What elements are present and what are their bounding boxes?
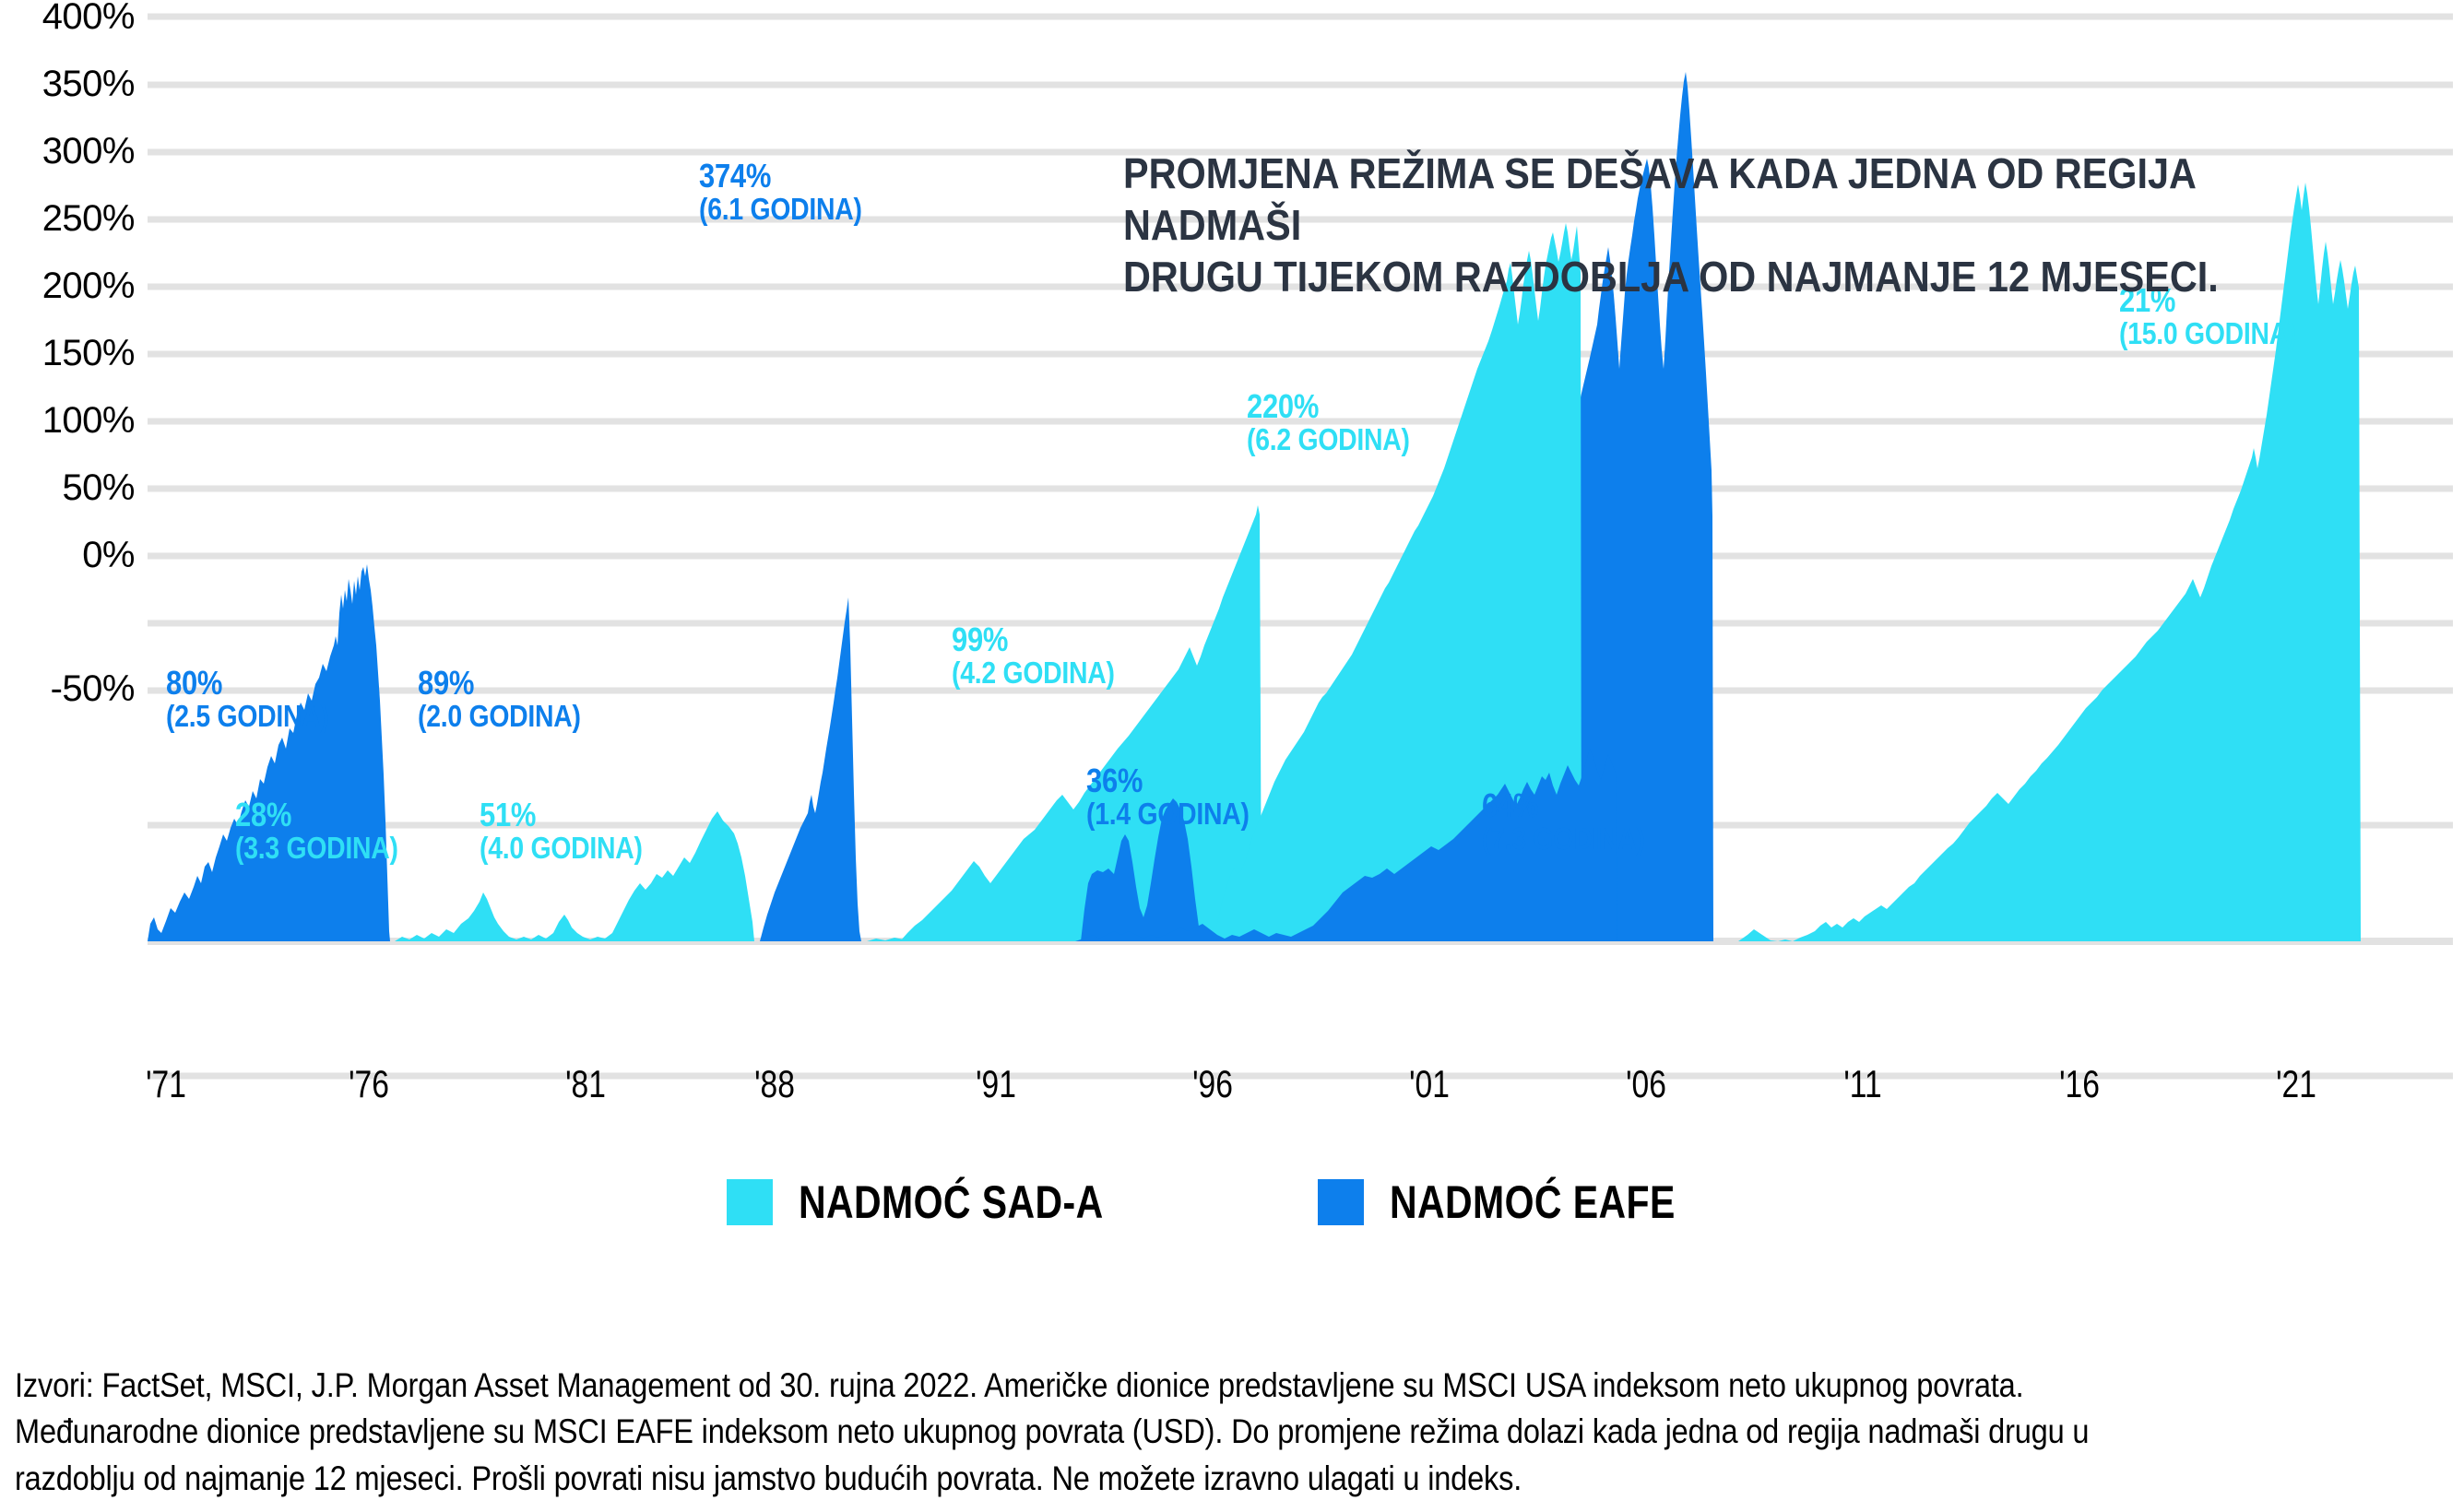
- regime-annotation: 374% (6.1 GODINA): [699, 159, 888, 225]
- annotation-peak: 28%: [235, 796, 292, 833]
- annotation-peak: 21%: [2119, 281, 2176, 319]
- area-eafe-1971: [148, 564, 390, 941]
- regime-annotation: 80% (2.5 GODINA): [166, 666, 355, 732]
- legend-swatch-eafe-icon: [1317, 1179, 1364, 1225]
- annotation-peak: 374%: [699, 157, 772, 195]
- chart-headline: PROMJENA REŽIMA SE DEŠAVA KADA JEDNA OD …: [1123, 148, 2219, 302]
- regime-annotation: 21% (15.0 GODINA): [2119, 283, 2325, 349]
- y-axis-tick: 200%: [41, 266, 136, 306]
- x-axis-tick: '01: [1409, 1062, 1450, 1105]
- annotation-peak: 99%: [952, 620, 1009, 658]
- area-eafe-2002: [1075, 749, 1617, 941]
- y-axis-tick: 350%: [41, 64, 136, 104]
- annotation-peak: 80%: [166, 664, 223, 702]
- regime-annotation: 28% (3.3 GODINA): [235, 797, 424, 864]
- area-eafe-1977: [760, 597, 861, 941]
- annotation-duration: (4.2 GODINA): [952, 655, 1115, 690]
- x-axis-tick: '71: [146, 1062, 186, 1105]
- area-us-1990: [900, 505, 1262, 941]
- annotation-peak: 89%: [418, 664, 475, 702]
- x-axis-tick: '91: [976, 1062, 1016, 1105]
- annotation-duration: (2.0 GODINA): [418, 698, 581, 733]
- annotation-duration: (4.0 GODINA): [480, 830, 643, 865]
- y-axis-tick: -50%: [50, 668, 136, 709]
- legend-label-us: NADMOĆ SAD-A: [798, 1176, 1104, 1228]
- headline-line-1: PROMJENA REŽIMA SE DEŠAVA KADA JEDNA OD …: [1123, 149, 2196, 250]
- regime-annotation: 36% (1.4 GODINA): [1086, 763, 1275, 830]
- area-us-2009: [1738, 183, 2361, 941]
- y-axis-tick: 150%: [41, 333, 136, 373]
- regime-annotation: 99% (4.2 GODINA): [952, 622, 1141, 689]
- x-axis-tick: '88: [754, 1062, 795, 1105]
- chart-legend: NADMOĆ SAD-A NADMOĆ EAFE: [0, 1175, 2464, 1229]
- regime-annotation: 220% (6.2 GODINA): [1247, 389, 1436, 455]
- annotation-duration: (1.4 GODINA): [1086, 796, 1250, 831]
- annotation-peak: 220%: [1247, 387, 1320, 425]
- area-us-1996: [1210, 223, 1581, 941]
- y-axis-tick: 0%: [82, 535, 135, 575]
- area-eafe-1994: [1081, 798, 1201, 941]
- regime-annotation: 51% (4.0 GODINA): [480, 797, 669, 864]
- headline-line-2: DRUGU TIJEKOM RAZDOBLJA OD NAJMANJE 12 M…: [1123, 253, 2219, 301]
- x-axis-tick: '16: [2059, 1062, 2100, 1105]
- annotation-peak: 36%: [1086, 762, 1143, 799]
- x-axis-tick: '06: [1626, 1062, 1666, 1105]
- regime-area-chart: [148, 13, 2453, 1080]
- y-axis-tick: 300%: [41, 131, 136, 171]
- annotation-peak: 64%: [1482, 786, 1539, 824]
- annotation-duration: (6.2 GODINA): [1247, 421, 1410, 456]
- annotation-duration: (2.5 GODINA): [166, 698, 329, 733]
- legend-swatch-us-icon: [726, 1179, 773, 1225]
- x-axis-tick: '81: [565, 1062, 606, 1105]
- annotation-duration: (3.3 GODINA): [235, 830, 398, 865]
- area-eafe-1984: [1254, 72, 1713, 941]
- y-axis-tick: 250%: [41, 198, 136, 239]
- chart-footnote: Izvori: FactSet, MSCI, J.P. Morgan Asset…: [15, 1366, 2090, 1497]
- y-axis-tick: 400%: [41, 0, 136, 37]
- annotation-duration: (6.1 GODINA): [699, 191, 862, 226]
- regime-annotation: 89% (2.0 GODINA): [418, 666, 607, 732]
- x-axis-tick: '11: [1843, 1062, 1882, 1105]
- chart-canvas: 400% 350% 300% 250% 200% 150% 100% 50% 0…: [41, 0, 2453, 1105]
- x-axis-tick: '21: [2276, 1062, 2316, 1105]
- y-axis-tick: 50%: [62, 467, 135, 508]
- area-us-1974: [395, 811, 754, 941]
- regime-annotation: 64% (7.3 GODINA): [1482, 788, 1671, 855]
- y-axis-tick: 100%: [41, 400, 136, 441]
- annotation-peak: 51%: [480, 796, 537, 833]
- x-axis-tick: '96: [1192, 1062, 1233, 1105]
- legend-item-eafe[interactable]: NADMOĆ EAFE: [1317, 1175, 1738, 1229]
- legend-item-us[interactable]: NADMOĆ SAD-A: [726, 1175, 1170, 1229]
- annotation-duration: (15.0 GODINA): [2119, 315, 2297, 350]
- x-axis-tick: '76: [349, 1062, 389, 1105]
- legend-label-eafe: NADMOĆ EAFE: [1389, 1176, 1676, 1228]
- annotation-duration: (7.3 GODINA): [1482, 821, 1645, 856]
